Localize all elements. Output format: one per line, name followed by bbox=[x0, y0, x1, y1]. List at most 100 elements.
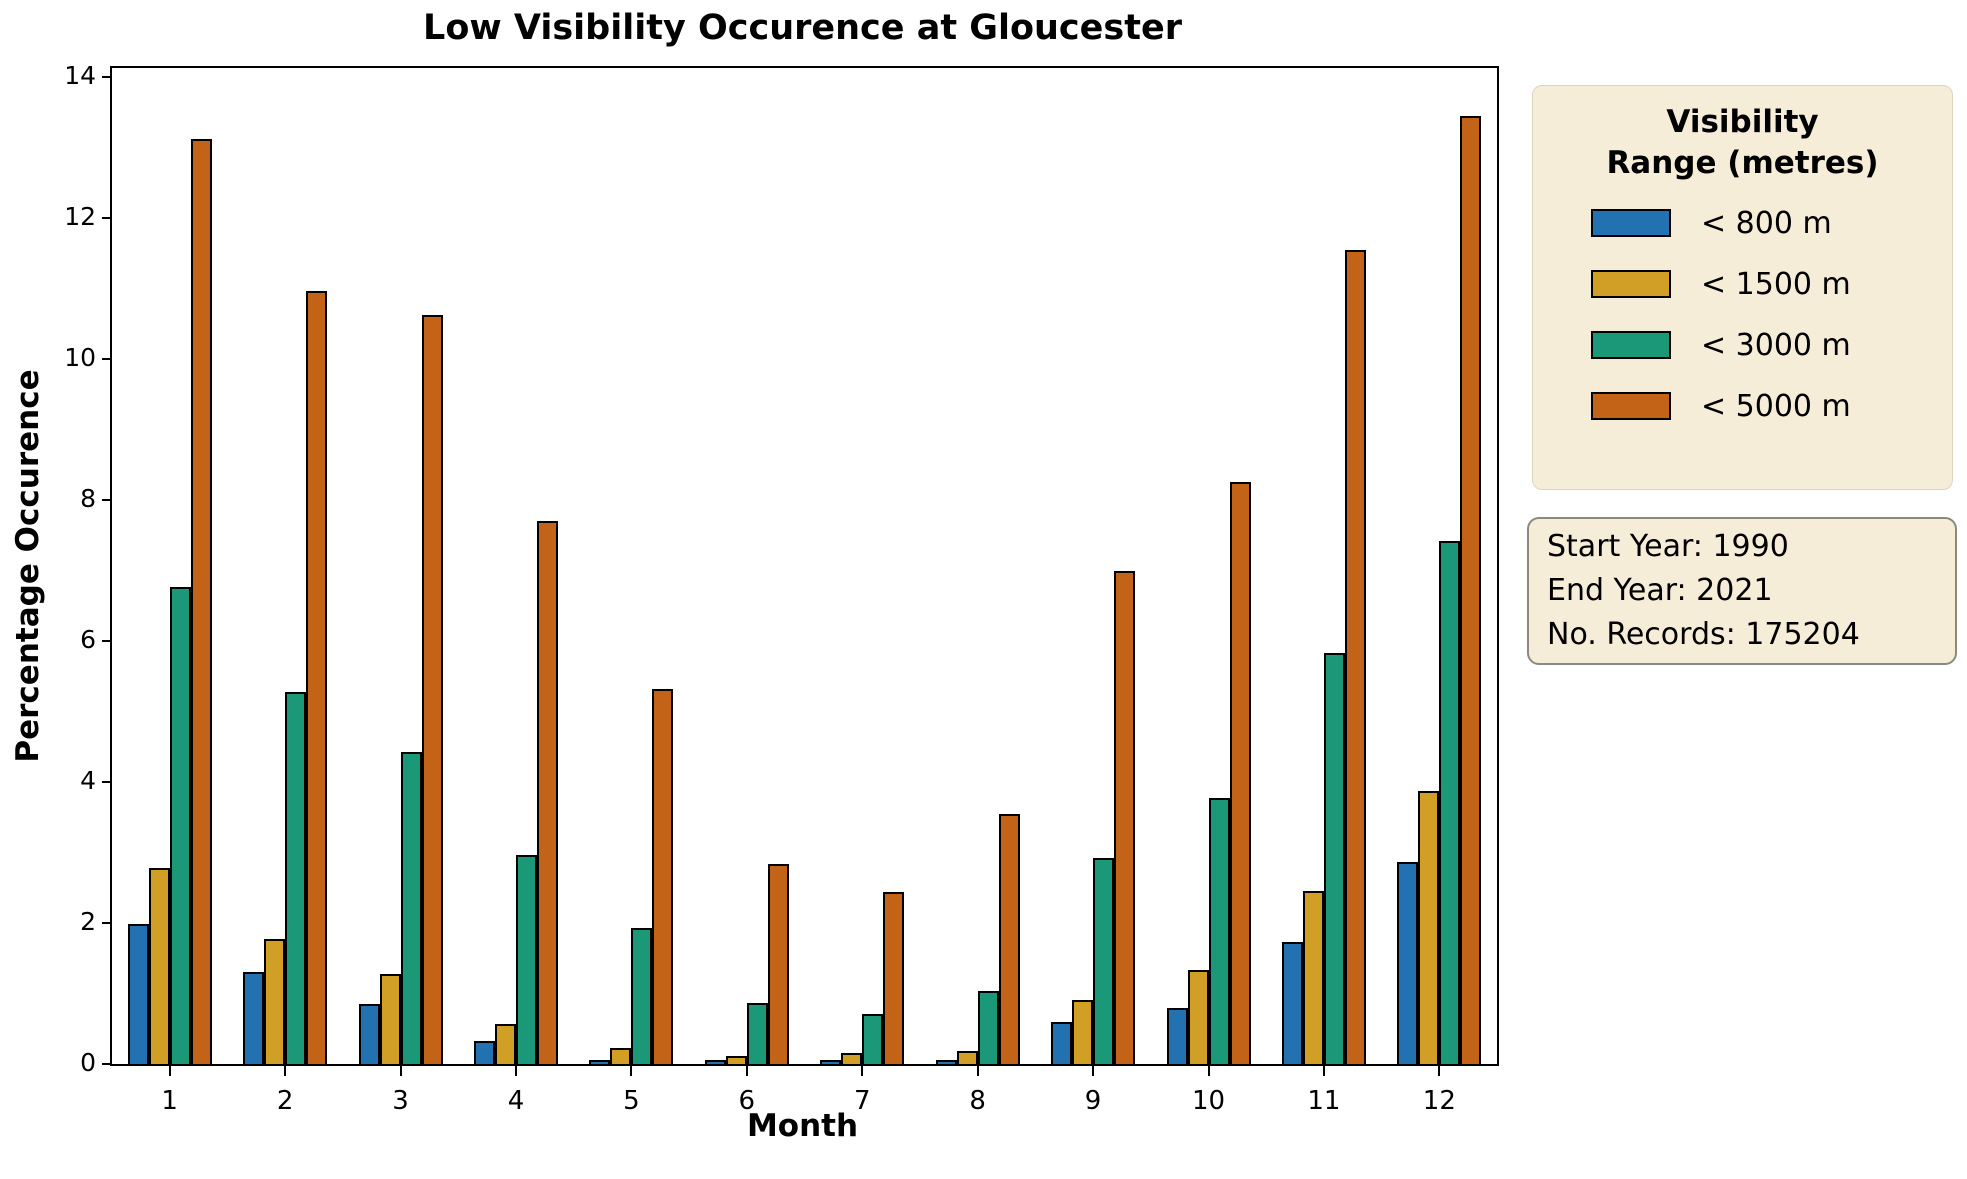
bar-group-month-1: 1 bbox=[112, 68, 227, 1116]
bar bbox=[1166, 1008, 1188, 1064]
bar bbox=[704, 1059, 726, 1064]
x-axis-label: Month bbox=[746, 1108, 859, 1144]
x-tick-label: 4 bbox=[507, 1086, 525, 1116]
bar bbox=[998, 813, 1020, 1064]
y-tick-label: 12 bbox=[64, 202, 96, 231]
bar bbox=[379, 973, 401, 1064]
bar bbox=[589, 1060, 611, 1064]
bar bbox=[977, 990, 999, 1064]
x-tick-mark bbox=[861, 1066, 864, 1076]
bar bbox=[1072, 999, 1094, 1064]
legend-entries: < 800 m < 1500 m < 3000 m < 5000 m bbox=[1533, 206, 1952, 424]
bar bbox=[421, 315, 443, 1064]
y-tick-label: 6 bbox=[80, 625, 96, 654]
bar bbox=[1187, 969, 1209, 1064]
x-tick-label: 3 bbox=[392, 1086, 409, 1116]
y-tick-mark bbox=[102, 499, 112, 501]
bar bbox=[190, 139, 212, 1064]
info-box: Start Year: 1990 End Year: 2021 No. Reco… bbox=[1527, 517, 1957, 665]
y-tick-label: 0 bbox=[80, 1048, 96, 1077]
y-tick-label: 10 bbox=[64, 343, 96, 372]
bar-group-month-10: 10 bbox=[1151, 68, 1266, 1116]
bar bbox=[264, 938, 286, 1064]
x-tick-label: 7 bbox=[853, 1086, 871, 1116]
bar bbox=[841, 1053, 863, 1064]
bar bbox=[1114, 571, 1136, 1064]
legend-label: < 3000 m bbox=[1701, 327, 1851, 363]
x-tick-label: 12 bbox=[1422, 1086, 1456, 1116]
legend-entry: < 800 m bbox=[1533, 206, 1952, 241]
legend-swatch-icon bbox=[1591, 392, 1671, 421]
legend-label: < 1500 m bbox=[1701, 266, 1851, 302]
bar-group-month-7: 7 bbox=[805, 68, 920, 1116]
legend-entry: < 3000 m bbox=[1533, 328, 1952, 363]
bar bbox=[536, 521, 558, 1064]
y-tick-mark bbox=[102, 922, 112, 924]
y-tick-mark bbox=[102, 640, 112, 642]
bar bbox=[400, 751, 422, 1064]
bar bbox=[820, 1060, 842, 1064]
bar bbox=[169, 586, 191, 1064]
bar bbox=[494, 1023, 516, 1064]
bar bbox=[1051, 1021, 1073, 1064]
bar bbox=[725, 1055, 747, 1064]
x-tick-mark bbox=[630, 1066, 633, 1076]
bar bbox=[1439, 540, 1461, 1064]
x-tick-label: 6 bbox=[738, 1086, 756, 1116]
y-tick-label: 14 bbox=[64, 61, 96, 90]
bar bbox=[1302, 891, 1324, 1064]
bar bbox=[358, 1004, 380, 1064]
x-tick-label: 1 bbox=[161, 1086, 178, 1116]
legend-swatch-icon bbox=[1591, 209, 1671, 238]
legend-label: < 5000 m bbox=[1701, 388, 1851, 424]
x-tick-mark bbox=[1092, 1066, 1095, 1076]
bar bbox=[652, 688, 674, 1064]
bar-group-month-8: 8 bbox=[920, 68, 1035, 1116]
bar bbox=[127, 924, 149, 1064]
x-tick-mark bbox=[1322, 1066, 1325, 1076]
plot-area: 0 2 4 6 8 10 12 14 1 2 3 4 5 6 7 8 9 10 11 12 bbox=[64, 61, 1499, 1116]
legend: Visibility Range (metres) < 800 m < 1500 … bbox=[1532, 85, 1953, 490]
y-tick-mark bbox=[102, 217, 112, 219]
x-tick-label: 2 bbox=[276, 1086, 294, 1116]
bar bbox=[1229, 481, 1251, 1064]
info-end-year: End Year: 2021 bbox=[1547, 573, 1773, 609]
x-tick-label: 10 bbox=[1191, 1086, 1226, 1116]
bar-group-month-9: 9 bbox=[1035, 68, 1150, 1116]
x-tick-label: 11 bbox=[1307, 1086, 1341, 1116]
bar bbox=[243, 971, 265, 1064]
y-tick-label: 4 bbox=[80, 766, 96, 795]
bar bbox=[610, 1047, 632, 1064]
legend-title: Visibility Range (metres) bbox=[1606, 104, 1879, 181]
bar bbox=[767, 863, 789, 1064]
bar bbox=[1093, 858, 1115, 1064]
bar bbox=[862, 1013, 884, 1064]
x-tick-mark bbox=[976, 1066, 979, 1076]
x-tick-mark bbox=[514, 1066, 517, 1076]
bar bbox=[1208, 798, 1230, 1064]
bar bbox=[473, 1041, 495, 1064]
bar-group-month-2: 2 bbox=[227, 68, 342, 1116]
bar bbox=[1418, 791, 1440, 1064]
y-tick-mark bbox=[102, 781, 112, 783]
y-tick-mark bbox=[102, 1063, 112, 1065]
info-start-year: Start Year: 1990 bbox=[1547, 529, 1789, 564]
bar bbox=[746, 1002, 768, 1064]
info-num-records: No. Records: 175204 bbox=[1547, 617, 1860, 653]
chart-title: Low Visibility Occurence at Gloucester bbox=[423, 8, 1182, 48]
bar bbox=[1281, 942, 1303, 1064]
bar bbox=[1323, 653, 1345, 1064]
bar bbox=[515, 855, 537, 1064]
x-tick-mark bbox=[1207, 1066, 1210, 1076]
y-tick-mark bbox=[102, 76, 112, 78]
legend-swatch-icon bbox=[1591, 331, 1671, 360]
bar-group-month-6: 6 bbox=[689, 68, 804, 1116]
x-tick-label: 5 bbox=[623, 1086, 640, 1116]
x-tick-mark bbox=[284, 1066, 287, 1076]
bar bbox=[1397, 862, 1419, 1064]
bar bbox=[306, 290, 328, 1064]
bar-group-month-4: 4 bbox=[458, 68, 573, 1116]
x-tick-mark bbox=[399, 1066, 402, 1076]
x-tick-mark bbox=[168, 1066, 171, 1076]
